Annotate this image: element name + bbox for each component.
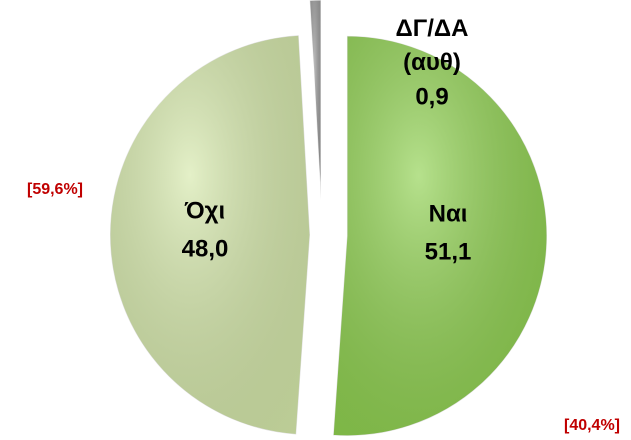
slice-shade [110,35,311,435]
slice-shade [309,0,322,201]
slice-shade [333,35,547,436]
slice-name: Ναι [429,200,468,227]
annotation: [40,4%] [564,417,620,434]
slice-value: 0,9 [415,83,448,110]
slice-value: 51,1 [425,238,472,265]
slice-value: 48,0 [182,235,229,262]
annotation: [59,6%] [27,181,83,198]
slice-name: ΔΓ/ΔΑ (αυθ) [396,15,469,76]
slice-name: Όχι [184,197,225,224]
